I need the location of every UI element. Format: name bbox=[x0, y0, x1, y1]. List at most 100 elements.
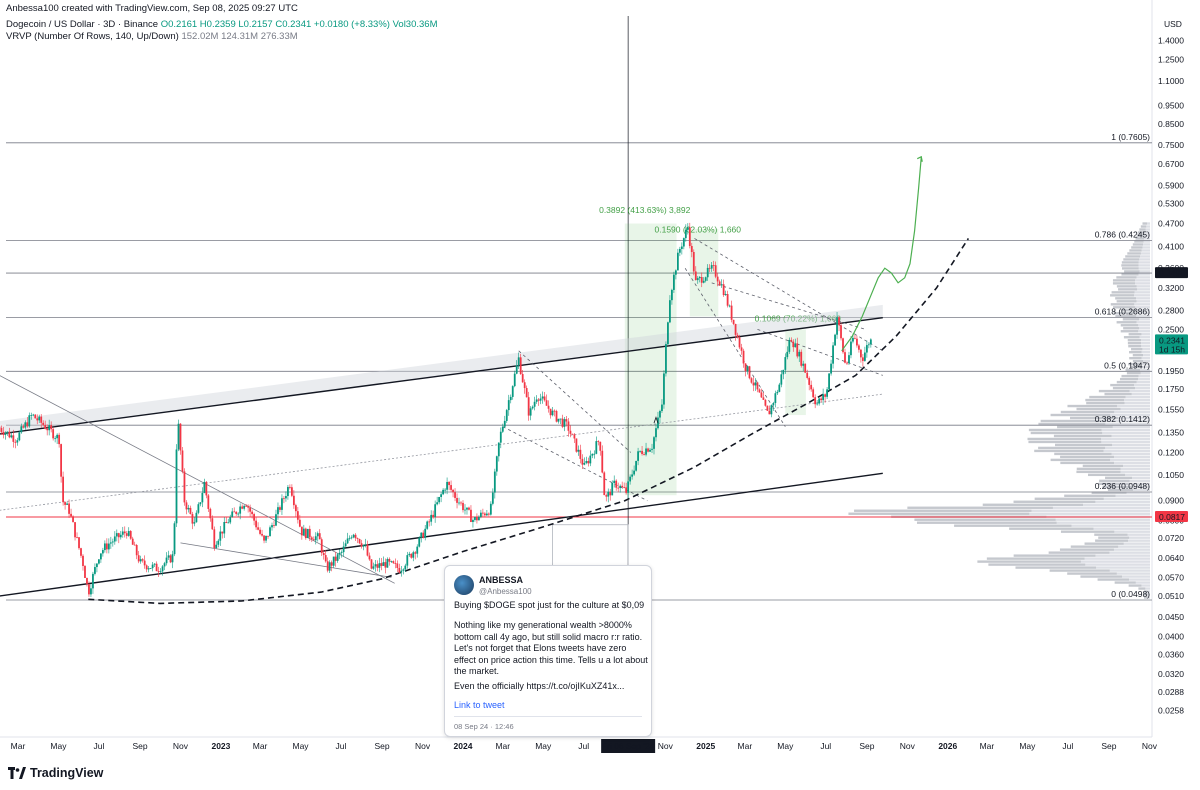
candle-body[interactable] bbox=[247, 506, 250, 508]
candle-body[interactable] bbox=[18, 432, 21, 441]
candle-body[interactable] bbox=[237, 513, 240, 515]
candle-body[interactable] bbox=[273, 525, 275, 526]
candle-body[interactable] bbox=[854, 337, 856, 339]
candle-body[interactable] bbox=[304, 528, 307, 539]
candle-body[interactable] bbox=[790, 339, 793, 342]
candle-body[interactable] bbox=[78, 537, 80, 549]
candle-body[interactable] bbox=[213, 529, 216, 548]
candle-body[interactable] bbox=[680, 246, 683, 249]
candle-body[interactable] bbox=[398, 567, 401, 573]
candle-body[interactable] bbox=[478, 516, 480, 521]
candle-body[interactable] bbox=[135, 544, 138, 556]
symbol-name[interactable]: Dogecoin / US Dollar · 3D · Binance bbox=[6, 19, 159, 30]
candle-body[interactable] bbox=[101, 550, 104, 554]
candle-body[interactable] bbox=[185, 502, 188, 510]
candle-body[interactable] bbox=[569, 430, 572, 434]
candle-body[interactable] bbox=[66, 503, 68, 505]
candle-body[interactable] bbox=[195, 512, 198, 523]
candle-body[interactable] bbox=[410, 553, 413, 558]
candle-body[interactable] bbox=[340, 552, 343, 553]
candle-body[interactable] bbox=[40, 416, 43, 423]
candle-body[interactable] bbox=[738, 337, 741, 348]
candle-body[interactable] bbox=[505, 410, 508, 421]
candle-body[interactable] bbox=[296, 511, 299, 520]
candle-body[interactable] bbox=[517, 357, 520, 366]
candle-body[interactable] bbox=[732, 319, 735, 324]
candle-body[interactable] bbox=[121, 531, 124, 535]
candle-body[interactable] bbox=[645, 448, 647, 455]
measure-range-rect[interactable] bbox=[785, 329, 806, 416]
candle-body[interactable] bbox=[211, 518, 214, 530]
candle-body[interactable] bbox=[788, 339, 791, 352]
trendline-channel-bottom[interactable] bbox=[0, 472, 883, 597]
candle-body[interactable] bbox=[52, 429, 55, 439]
candle-body[interactable] bbox=[561, 418, 564, 427]
candle-body[interactable] bbox=[326, 561, 329, 571]
candle-body[interactable] bbox=[84, 565, 86, 578]
candle-body[interactable] bbox=[163, 563, 166, 567]
candle-body[interactable] bbox=[342, 546, 345, 553]
candle-body[interactable] bbox=[396, 563, 399, 568]
candle-body[interactable] bbox=[595, 441, 598, 454]
candle-body[interactable] bbox=[651, 448, 653, 450]
candle-body[interactable] bbox=[605, 495, 608, 497]
candle-body[interactable] bbox=[215, 544, 218, 548]
candle-body[interactable] bbox=[551, 410, 554, 416]
candle-body[interactable] bbox=[294, 505, 297, 512]
candle-body[interactable] bbox=[641, 450, 643, 455]
candle-body[interactable] bbox=[4, 432, 7, 435]
candle-body[interactable] bbox=[480, 512, 482, 517]
candle-body[interactable] bbox=[607, 491, 610, 497]
candle-body[interactable] bbox=[686, 227, 689, 230]
candle-body[interactable] bbox=[635, 460, 637, 471]
candle-body[interactable] bbox=[358, 538, 361, 544]
candle-body[interactable] bbox=[360, 543, 363, 547]
candle-body[interactable] bbox=[404, 565, 407, 570]
candle-body[interactable] bbox=[495, 456, 498, 472]
candle-body[interactable] bbox=[330, 562, 333, 566]
candle-body[interactable] bbox=[464, 509, 466, 511]
candle-body[interactable] bbox=[659, 411, 661, 418]
candle-body[interactable] bbox=[350, 537, 353, 539]
candle-body[interactable] bbox=[734, 323, 737, 335]
candle-body[interactable] bbox=[292, 495, 295, 506]
candle-body[interactable] bbox=[639, 450, 641, 452]
candle-body[interactable] bbox=[772, 403, 775, 406]
candle-body[interactable] bbox=[706, 267, 709, 278]
candle-body[interactable] bbox=[418, 537, 421, 547]
candle-body[interactable] bbox=[802, 363, 805, 366]
candle-body[interactable] bbox=[577, 449, 580, 452]
candle-body[interactable] bbox=[402, 569, 405, 571]
candle-body[interactable] bbox=[86, 577, 88, 585]
candle-body[interactable] bbox=[836, 317, 838, 335]
candle-body[interactable] bbox=[143, 560, 146, 566]
candle-body[interactable] bbox=[277, 507, 279, 515]
candle-body[interactable] bbox=[623, 487, 626, 488]
candle-body[interactable] bbox=[589, 455, 592, 464]
candle-body[interactable] bbox=[611, 483, 614, 496]
candle-body[interactable] bbox=[838, 317, 840, 326]
candle-body[interactable] bbox=[553, 410, 556, 412]
candle-body[interactable] bbox=[189, 507, 192, 515]
candle-body[interactable] bbox=[255, 520, 257, 528]
candle-body[interactable] bbox=[481, 512, 484, 514]
candle-body[interactable] bbox=[44, 424, 47, 429]
candle-body[interactable] bbox=[56, 434, 59, 439]
candle-body[interactable] bbox=[468, 507, 470, 510]
candle-body[interactable] bbox=[688, 227, 691, 247]
candle-body[interactable] bbox=[113, 536, 116, 542]
candle-body[interactable] bbox=[364, 544, 367, 546]
candle-body[interactable] bbox=[591, 453, 594, 456]
candle-body[interactable] bbox=[537, 399, 540, 401]
candle-body[interactable] bbox=[603, 472, 606, 496]
candle-body[interactable] bbox=[416, 546, 419, 554]
candle-body[interactable] bbox=[354, 534, 357, 539]
candle-body[interactable] bbox=[285, 496, 287, 499]
candle-body[interactable] bbox=[98, 559, 100, 564]
candle-body[interactable] bbox=[736, 334, 739, 338]
candle-body[interactable] bbox=[472, 519, 474, 523]
candle-body[interactable] bbox=[752, 382, 755, 386]
measure-range-rect[interactable] bbox=[689, 228, 719, 317]
candle-body[interactable] bbox=[344, 543, 347, 547]
candle-body[interactable] bbox=[74, 522, 76, 538]
